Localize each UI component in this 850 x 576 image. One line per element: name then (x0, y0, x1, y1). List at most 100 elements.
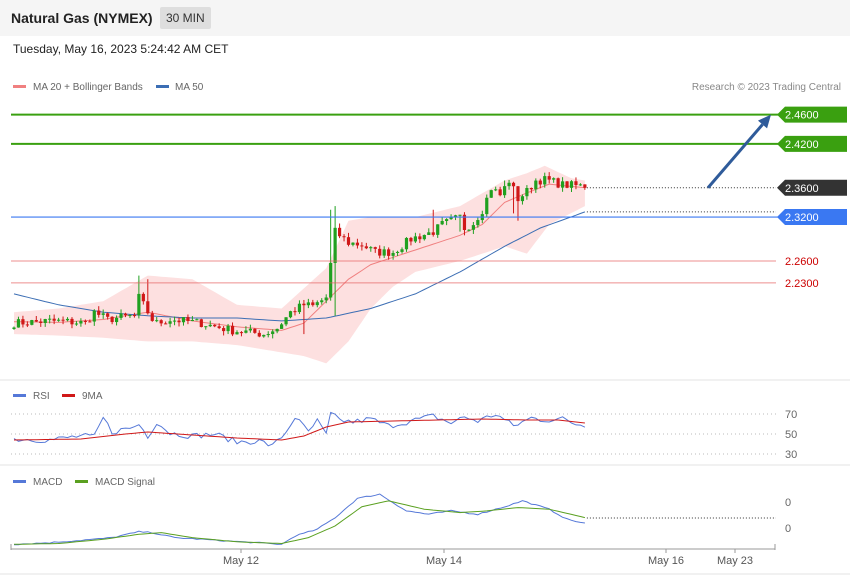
candle-body (453, 215, 458, 218)
candle-body (70, 318, 74, 325)
candle-body (507, 182, 511, 187)
candle-body (302, 303, 306, 306)
candle-body (489, 190, 493, 198)
candle-body (422, 234, 426, 240)
legend-swatch-9ma (62, 394, 75, 397)
candle-body (141, 293, 145, 302)
candle-body (400, 249, 404, 252)
candle-body (39, 321, 43, 323)
instrument-title: Natural Gas (NYMEX) (11, 10, 153, 26)
candle-body (226, 325, 230, 332)
candle-body (511, 182, 516, 187)
candle-body (324, 297, 328, 301)
candle-body (128, 315, 132, 317)
candle-body (503, 186, 507, 196)
candle-body (280, 324, 284, 329)
candle-body (79, 320, 83, 324)
candle-body (329, 262, 333, 298)
macd-panel: 00 (13, 493, 791, 546)
legend-rsi: RSI (33, 391, 50, 402)
candle-body (413, 236, 417, 242)
resistance-tag (777, 135, 847, 152)
legend-swatch-macd (13, 480, 26, 483)
candle-body (364, 246, 368, 249)
candle-body (186, 317, 190, 321)
legend-swatch-ma20 (13, 85, 26, 88)
report-datetime: Tuesday, May 16, 2023 5:24:42 AM CET (13, 42, 229, 56)
candle-body (369, 247, 373, 249)
candle-body (266, 334, 270, 336)
candle-body (467, 229, 471, 231)
candle-body (239, 332, 244, 334)
candle-body (427, 232, 431, 235)
credit-text: Research © 2023 Trading Central (692, 82, 841, 93)
candle-body (556, 178, 560, 188)
candle-body (92, 310, 96, 322)
pivot-label: 2.3200 (785, 212, 819, 224)
candle-body (190, 320, 194, 322)
legend-macd-signal: MACD Signal (95, 477, 155, 488)
forecast-arrow (706, 123, 764, 189)
legend-swatch-ma50 (156, 85, 169, 88)
candle-body (253, 328, 257, 333)
candle-body (378, 248, 382, 256)
candle-body (30, 320, 34, 325)
candle-body (333, 227, 337, 263)
x-tick-label: May 16 (648, 555, 684, 567)
legend-ma20: MA 20 + Bollinger Bands (33, 82, 143, 93)
candle-body (235, 332, 239, 335)
candle-body (25, 324, 29, 326)
candle-body (57, 319, 61, 321)
candle-body (534, 180, 538, 190)
candle-body (172, 320, 177, 322)
candle-body (213, 324, 217, 327)
candle-body (123, 313, 128, 316)
current-price-label: 2.3600 (785, 183, 819, 195)
rsi-ma-line (13, 418, 585, 441)
legend-swatch-signal (75, 480, 88, 483)
candle-body (114, 317, 119, 323)
candle-body (61, 319, 65, 321)
candle-body (552, 178, 556, 180)
candle-body (257, 332, 261, 337)
current-price-tag (777, 179, 847, 196)
candle-body (387, 249, 391, 256)
candle-body (440, 220, 444, 225)
candle-body (168, 321, 172, 324)
candle-body (476, 220, 480, 226)
candle-body (485, 197, 489, 215)
candle-body (337, 227, 342, 237)
candle-body (288, 311, 293, 318)
candle-body (547, 176, 551, 180)
candle-body (199, 319, 203, 328)
candle-body (208, 324, 212, 327)
timeframe-badge[interactable]: 30 MIN (160, 7, 211, 29)
macd-signal-line (13, 500, 586, 545)
forecast-arrowhead (757, 114, 771, 129)
rsi-tick-label: 30 (785, 449, 797, 461)
candle-body (222, 328, 226, 332)
legend-ma50: MA 50 (175, 82, 204, 93)
candle-body (248, 328, 252, 331)
candle-body (516, 186, 520, 202)
candle-body (565, 181, 569, 188)
ma50-line (13, 211, 586, 322)
candle-body (560, 181, 565, 188)
candle-body (101, 313, 105, 315)
candle-body (346, 237, 351, 245)
candle-body (351, 242, 355, 245)
candle-body (204, 326, 208, 328)
candle-body (177, 320, 181, 323)
candle-body (462, 214, 467, 230)
candle-body (137, 293, 141, 316)
rsi-tick-label: 50 (785, 429, 797, 441)
candle-body (355, 242, 360, 246)
candle-body (83, 320, 87, 322)
pivot-tag (777, 209, 847, 226)
candle-body (97, 310, 101, 315)
candle-body (431, 232, 435, 235)
candle-body (275, 328, 279, 332)
candle-body (395, 251, 400, 253)
